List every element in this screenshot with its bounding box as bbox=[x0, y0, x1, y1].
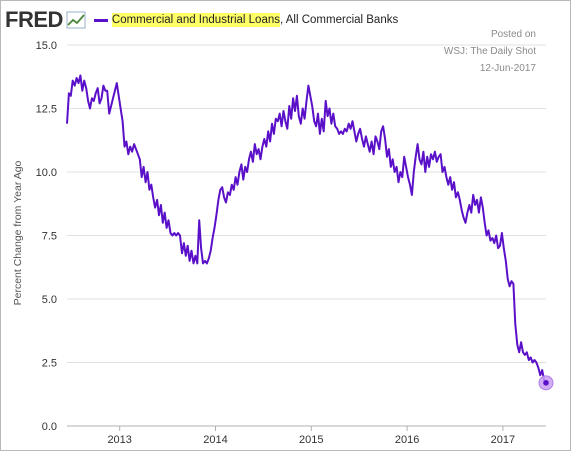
line-graph-icon bbox=[66, 11, 86, 29]
y-tick-labels: 0.0 2.5 5.0 7.5 10.0 12.5 15.0 bbox=[36, 40, 57, 433]
x-tick-label: 2017 bbox=[491, 434, 515, 446]
watermark-posted-on: Posted on bbox=[490, 29, 536, 40]
grid-lines bbox=[67, 44, 546, 427]
marker-layer bbox=[538, 375, 554, 391]
x-tick-label: 2013 bbox=[107, 434, 131, 446]
y-tick-label: 10.0 bbox=[36, 167, 57, 179]
watermark-date: 12-Jun-2017 bbox=[479, 63, 536, 74]
series-title[interactable]: Commercial and Industrial Loans, All Com… bbox=[111, 13, 399, 27]
y-tick-label: 2.5 bbox=[42, 358, 57, 370]
y-tick-label: 7.5 bbox=[42, 231, 57, 243]
series-title-highlight: Commercial and Industrial Loans bbox=[111, 13, 280, 27]
x-tick-label: 2014 bbox=[203, 434, 227, 446]
fred-logo[interactable]: FRED bbox=[5, 7, 63, 32]
x-tick-labels: 2013 2014 2015 2016 2017 bbox=[107, 426, 515, 446]
y-tick-label: 5.0 bbox=[42, 294, 57, 306]
legend-swatch bbox=[93, 18, 108, 22]
series-line[interactable] bbox=[66, 74, 547, 384]
watermark-source: WSJ: The Daily Shot bbox=[443, 46, 536, 57]
x-tick-label: 2016 bbox=[395, 434, 419, 446]
y-tick-label: 12.5 bbox=[36, 104, 57, 116]
x-tick-label: 2015 bbox=[299, 434, 323, 446]
series-layer bbox=[66, 74, 547, 384]
last-point-marker bbox=[543, 380, 549, 386]
chart-header: FRED Commercial and Industrial Loans, Al… bbox=[5, 7, 398, 33]
y-tick-label: 0.0 bbox=[42, 421, 57, 433]
y-tick-label: 15.0 bbox=[36, 40, 57, 52]
series-title-rest: , All Commercial Banks bbox=[280, 14, 399, 26]
